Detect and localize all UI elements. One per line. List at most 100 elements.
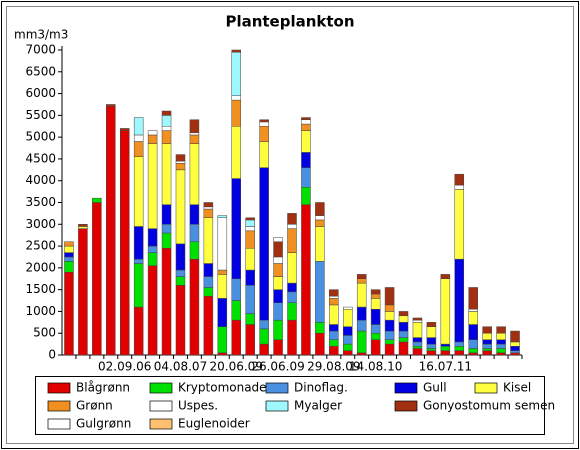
bar-segment bbox=[133, 156, 144, 227]
bar-segment bbox=[370, 289, 381, 295]
bar-segment bbox=[231, 49, 241, 53]
bar-segment bbox=[133, 117, 144, 136]
bar-segment bbox=[370, 298, 381, 310]
bar-segment bbox=[454, 189, 465, 260]
legend bbox=[35, 376, 545, 435]
bar-segment bbox=[510, 352, 520, 356]
bar-segment bbox=[315, 322, 325, 334]
bar-segment bbox=[301, 123, 311, 131]
bar-segment bbox=[259, 343, 269, 356]
bar-segment bbox=[482, 343, 492, 349]
bar-segment bbox=[78, 228, 88, 356]
y-tick-label: 5000 bbox=[25, 130, 56, 144]
bar-segment bbox=[496, 348, 506, 354]
bar-segment bbox=[454, 184, 465, 190]
x-tick-label: 16.07.11 bbox=[419, 360, 472, 374]
y-tick-label: 0 bbox=[48, 348, 56, 362]
bar-segment bbox=[161, 248, 172, 356]
bar-segment bbox=[329, 330, 339, 340]
bar-segment bbox=[273, 237, 283, 242]
bar-segment bbox=[384, 343, 395, 356]
bar-segment bbox=[217, 352, 228, 356]
bar-segment bbox=[384, 339, 395, 345]
bar-segment bbox=[259, 121, 269, 127]
bar-segment bbox=[440, 274, 451, 279]
bar-segment bbox=[440, 350, 451, 356]
bar-segment bbox=[426, 350, 437, 356]
bar-segment bbox=[175, 160, 186, 164]
bar-segment bbox=[412, 348, 423, 356]
bar-segment bbox=[147, 265, 158, 356]
bar-segment bbox=[370, 309, 381, 325]
bar-segment bbox=[398, 311, 409, 317]
bar-segment bbox=[133, 141, 144, 157]
bar-segment bbox=[496, 332, 506, 341]
bar-segment bbox=[147, 245, 158, 253]
legend-swatch bbox=[47, 400, 71, 412]
bar-segment bbox=[370, 324, 381, 334]
bar-segment bbox=[106, 104, 116, 107]
bar-segment bbox=[329, 346, 339, 356]
bar-segment bbox=[287, 291, 297, 303]
bar-segment bbox=[315, 226, 325, 262]
bar-segment bbox=[217, 215, 228, 218]
y-tick-label: 4500 bbox=[25, 151, 56, 165]
bar-segment bbox=[133, 258, 144, 264]
bar-segment bbox=[301, 119, 311, 125]
bar-segment bbox=[245, 226, 255, 232]
inner-frame bbox=[6, 6, 574, 444]
bar-segment bbox=[315, 215, 325, 221]
bar-segment bbox=[133, 134, 144, 142]
legend-label: Gull bbox=[423, 381, 447, 395]
bar-segment bbox=[161, 224, 172, 234]
legend-swatch bbox=[394, 382, 418, 394]
bar-segment bbox=[203, 295, 214, 356]
legend-label: Gonyostomum semen bbox=[423, 399, 555, 413]
bar-segment bbox=[287, 319, 297, 356]
y-tick-label: 500 bbox=[33, 326, 56, 340]
bar-segment bbox=[343, 335, 353, 345]
bar-segment bbox=[231, 51, 241, 96]
bar-segment bbox=[287, 213, 297, 225]
bar-segment bbox=[356, 274, 367, 279]
bar-segment bbox=[161, 130, 172, 144]
bar-segment bbox=[398, 337, 409, 343]
bar-segment bbox=[231, 99, 241, 127]
bar-segment bbox=[426, 343, 437, 349]
bar-segment bbox=[203, 206, 214, 210]
bar-segment bbox=[454, 350, 465, 356]
bar-segment bbox=[161, 143, 172, 205]
bar-segment bbox=[147, 143, 158, 229]
bar-segment bbox=[119, 130, 130, 356]
bar-segment bbox=[189, 241, 200, 260]
bar-segment bbox=[301, 152, 311, 168]
bar-segment bbox=[329, 324, 339, 332]
bar-segment bbox=[426, 322, 437, 327]
bar-segment bbox=[356, 319, 367, 332]
bar-segment bbox=[343, 343, 353, 351]
bar-segment bbox=[133, 226, 144, 260]
bar-segment bbox=[496, 352, 506, 356]
bar-segment bbox=[398, 322, 409, 332]
legend-swatch bbox=[47, 418, 71, 430]
bar-segment bbox=[287, 302, 297, 321]
bar-segment bbox=[161, 204, 172, 225]
x-tick-label: 04.08.07 bbox=[154, 360, 207, 374]
bar-segment bbox=[315, 332, 325, 356]
bar-segment bbox=[92, 202, 102, 356]
bar-segment bbox=[384, 319, 395, 332]
y-tick-label: 7000 bbox=[25, 43, 56, 57]
bar-segment bbox=[412, 319, 423, 323]
bar-segment bbox=[231, 278, 241, 301]
bar-segment bbox=[384, 287, 395, 306]
y-tick-label: 6500 bbox=[25, 64, 56, 78]
bar-segment bbox=[412, 322, 423, 338]
bar-segment bbox=[217, 274, 228, 299]
bar-segment bbox=[398, 341, 409, 356]
y-tick-label: 2500 bbox=[25, 239, 56, 253]
bar-segment bbox=[273, 241, 283, 258]
bar-segment bbox=[147, 252, 158, 266]
bar-segment bbox=[78, 224, 88, 227]
bar-segment bbox=[175, 169, 186, 245]
x-tick-label: 14.08.10 bbox=[349, 360, 402, 374]
